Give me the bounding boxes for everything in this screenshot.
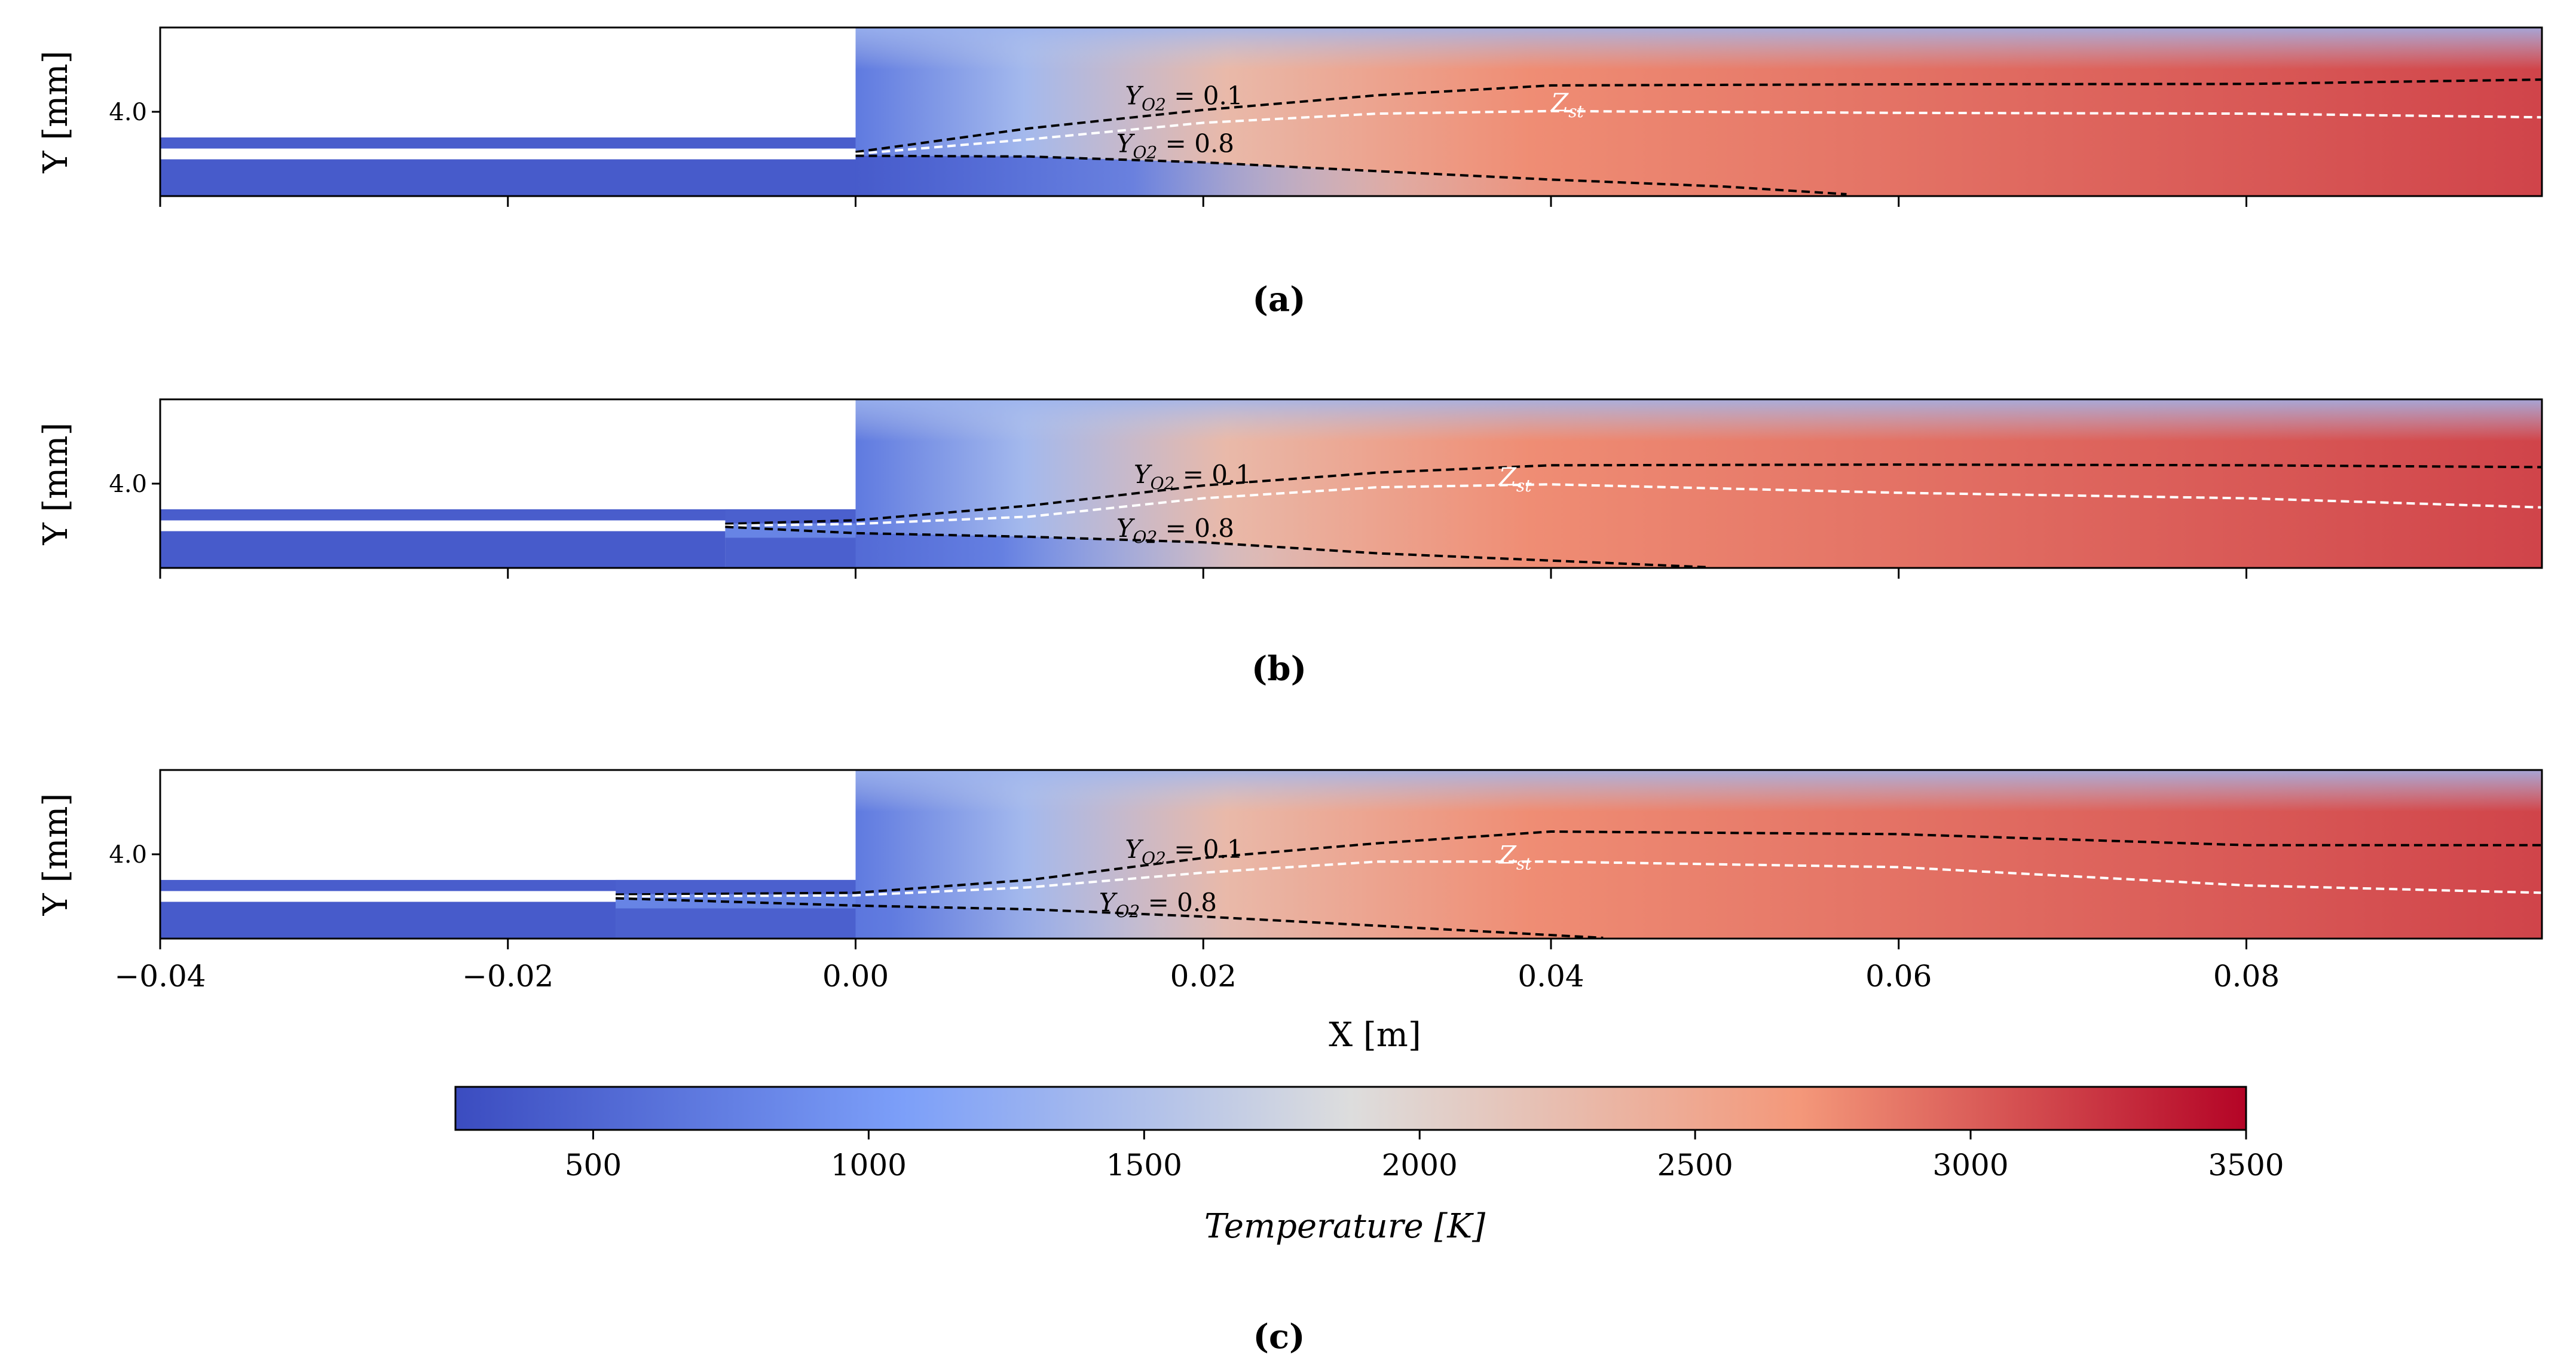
contour-yo2-0.8 bbox=[616, 897, 1604, 939]
x-tick-label: 0.06 bbox=[1865, 959, 1932, 994]
colorbar-tick-label: 1500 bbox=[1106, 1148, 1182, 1182]
colorbar-tick-label: 2500 bbox=[1657, 1148, 1733, 1182]
panel-caption: (c) bbox=[1253, 1317, 1305, 1356]
upstream-wall bbox=[160, 770, 856, 880]
fuel-inlet-channel bbox=[160, 531, 726, 568]
oxidizer-cooling-layer bbox=[855, 27, 2542, 103]
upstream-wall bbox=[160, 399, 856, 509]
oxidizer-cooling-layer bbox=[855, 399, 2542, 475]
upstream-wall bbox=[160, 27, 856, 137]
contour-zst bbox=[725, 483, 2543, 527]
y-tick-label: 4.0 bbox=[109, 841, 147, 869]
x-tick-label: 0.04 bbox=[1518, 959, 1584, 994]
x-axis-label: X [m] bbox=[1329, 1016, 1421, 1055]
contour-zst bbox=[616, 860, 2543, 898]
colorbar-tick-label: 1000 bbox=[831, 1148, 907, 1182]
x-tick-label: 0.00 bbox=[822, 959, 889, 994]
y-axis-label: Y [mm] bbox=[36, 423, 75, 546]
y-tick-label: 4.0 bbox=[109, 99, 147, 126]
contour-zst bbox=[855, 109, 2543, 155]
panel-caption: (a) bbox=[1252, 280, 1305, 319]
fuel-inlet-channel bbox=[160, 902, 616, 939]
colorbar-tick-label: 3500 bbox=[2208, 1148, 2284, 1182]
x-tick-label: 0.08 bbox=[2213, 959, 2280, 994]
splitter-plate bbox=[160, 891, 616, 902]
contour-yo2-0.1 bbox=[855, 78, 2543, 154]
oxidizer-inlet-channel bbox=[160, 509, 856, 521]
splitter-plate bbox=[160, 520, 726, 531]
recess-region bbox=[725, 509, 856, 568]
x-tick-label: 0.02 bbox=[1170, 959, 1237, 994]
fuel-cold-region bbox=[855, 154, 1847, 196]
recess-mixing-layer bbox=[725, 523, 856, 538]
colorbar-label: Temperature [K] bbox=[1204, 1207, 1485, 1246]
fuel-inlet-channel bbox=[160, 159, 856, 196]
splitter-plate bbox=[160, 148, 856, 160]
panel-caption: (b) bbox=[1252, 649, 1307, 689]
oxidizer-cooling-layer bbox=[855, 770, 2542, 846]
colorbar-tick-label: 2000 bbox=[1382, 1148, 1458, 1182]
y-axis-label: Y [mm] bbox=[36, 793, 75, 916]
oxidizer-inlet-channel bbox=[160, 137, 856, 149]
contour-yo2-0.8 bbox=[725, 525, 1708, 569]
fuel-cold-region bbox=[616, 896, 1604, 939]
x-tick-label: −0.02 bbox=[462, 959, 553, 994]
x-tick-label: −0.04 bbox=[114, 959, 206, 994]
contour-yo2-0.8 bbox=[855, 154, 1847, 195]
y-tick-label: 4.0 bbox=[109, 470, 147, 498]
colorbar-gradient bbox=[454, 1086, 2247, 1131]
contour-label-3: Zst bbox=[1498, 462, 1532, 496]
contour-yo2-0.1 bbox=[616, 830, 2542, 896]
colorbar: 500 1000 1500 2000 2500 3000 3500 Temperature [… bbox=[454, 1086, 2284, 1246]
y-axis-label: Y [mm] bbox=[36, 51, 75, 174]
recess-region bbox=[616, 879, 856, 939]
contour-label-1: YO2 = 0.1 bbox=[1125, 81, 1243, 115]
colorbar-tick-label: 500 bbox=[565, 1148, 622, 1182]
contour-yo2-0.1 bbox=[725, 463, 2543, 525]
colorbar-tick-label: 3000 bbox=[1932, 1148, 2008, 1182]
